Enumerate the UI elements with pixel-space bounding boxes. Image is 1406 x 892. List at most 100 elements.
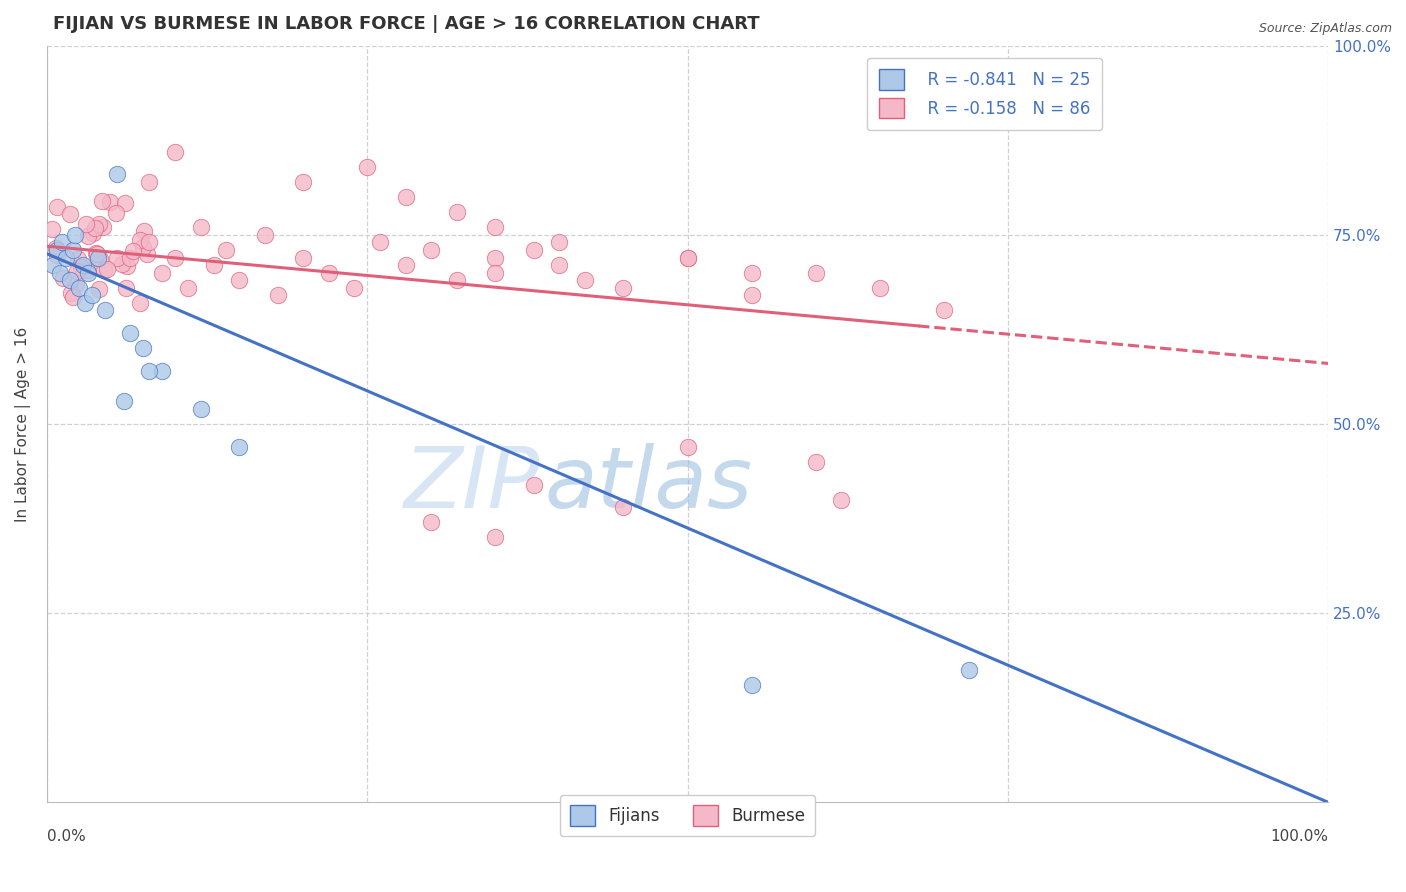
Point [134, 223, 156, 237]
Point [368, 235, 391, 250]
Point [122, 244, 145, 259]
Point [67, 281, 90, 295]
Point [76, 228, 98, 243]
Y-axis label: In Labor Force | Age > 16: In Labor Force | Age > 16 [15, 326, 31, 522]
Text: 100.0%: 100.0% [1270, 829, 1329, 844]
Point [869, 281, 891, 295]
Point [202, 258, 225, 272]
Point [131, 240, 153, 254]
Point [253, 227, 276, 242]
Point [395, 190, 418, 204]
Point [266, 288, 288, 302]
Point [228, 273, 250, 287]
Point [107, 167, 129, 181]
Point [96, 261, 118, 276]
Point [51, 235, 73, 250]
Text: FIJIAN VS BURMESE IN LABOR FORCE | AGE > 16 CORRELATION CHART: FIJIAN VS BURMESE IN LABOR FORCE | AGE >… [53, 15, 761, 33]
Point [612, 281, 634, 295]
Point [107, 251, 129, 265]
Point [676, 251, 699, 265]
Point [957, 663, 980, 677]
Point [105, 206, 128, 220]
Point [83, 220, 105, 235]
Point [190, 220, 212, 235]
Point [118, 251, 141, 265]
Point [93, 219, 115, 234]
Point [63, 227, 86, 242]
Point [49, 266, 72, 280]
Point [80, 288, 103, 302]
Point [117, 259, 139, 273]
Point [150, 266, 173, 280]
Point [343, 281, 366, 295]
Point [523, 243, 546, 257]
Point [62, 243, 84, 257]
Point [420, 516, 443, 530]
Point [177, 281, 200, 295]
Point [190, 401, 212, 416]
Point [165, 251, 187, 265]
Point [59, 273, 82, 287]
Point [70, 260, 93, 274]
Point [59, 207, 82, 221]
Point [165, 145, 187, 159]
Point [90, 194, 112, 208]
Point [59, 286, 82, 301]
Point [66, 264, 89, 278]
Point [484, 266, 506, 280]
Point [150, 364, 173, 378]
Point [46, 243, 69, 257]
Point [138, 364, 160, 378]
Point [932, 303, 955, 318]
Point [741, 678, 763, 692]
Point [548, 235, 571, 250]
Point [138, 175, 160, 189]
Point [75, 296, 97, 310]
Point [138, 235, 160, 250]
Point [111, 257, 134, 271]
Point [132, 341, 155, 355]
Point [98, 194, 121, 209]
Text: Source: ZipAtlas.com: Source: ZipAtlas.com [1258, 22, 1392, 36]
Point [112, 394, 135, 409]
Point [87, 282, 110, 296]
Point [484, 220, 506, 235]
Point [120, 326, 142, 341]
Text: 0.0%: 0.0% [46, 829, 86, 844]
Point [484, 531, 506, 545]
Point [77, 266, 100, 280]
Point [356, 160, 378, 174]
Point [89, 252, 111, 267]
Point [548, 258, 571, 272]
Point [420, 243, 443, 257]
Text: ZIP: ZIP [404, 443, 540, 526]
Point [484, 251, 506, 265]
Point [42, 258, 65, 272]
Point [804, 266, 827, 280]
Point [228, 440, 250, 454]
Point [41, 222, 63, 236]
Point [115, 281, 138, 295]
Point [72, 258, 94, 272]
Point [52, 271, 75, 285]
Point [136, 247, 159, 261]
Point [86, 247, 108, 261]
Point [89, 218, 111, 232]
Point [84, 246, 107, 260]
Point [129, 295, 152, 310]
Point [93, 303, 115, 318]
Text: atlas: atlas [544, 443, 752, 526]
Point [318, 266, 340, 280]
Point [45, 240, 67, 254]
Point [67, 252, 90, 266]
Point [65, 277, 87, 291]
Point [676, 440, 699, 454]
Point [82, 227, 104, 241]
Point [46, 248, 69, 262]
Point [446, 205, 468, 219]
Point [574, 273, 596, 287]
Point [292, 251, 315, 265]
Point [62, 290, 84, 304]
Point [804, 455, 827, 469]
Point [55, 251, 77, 265]
